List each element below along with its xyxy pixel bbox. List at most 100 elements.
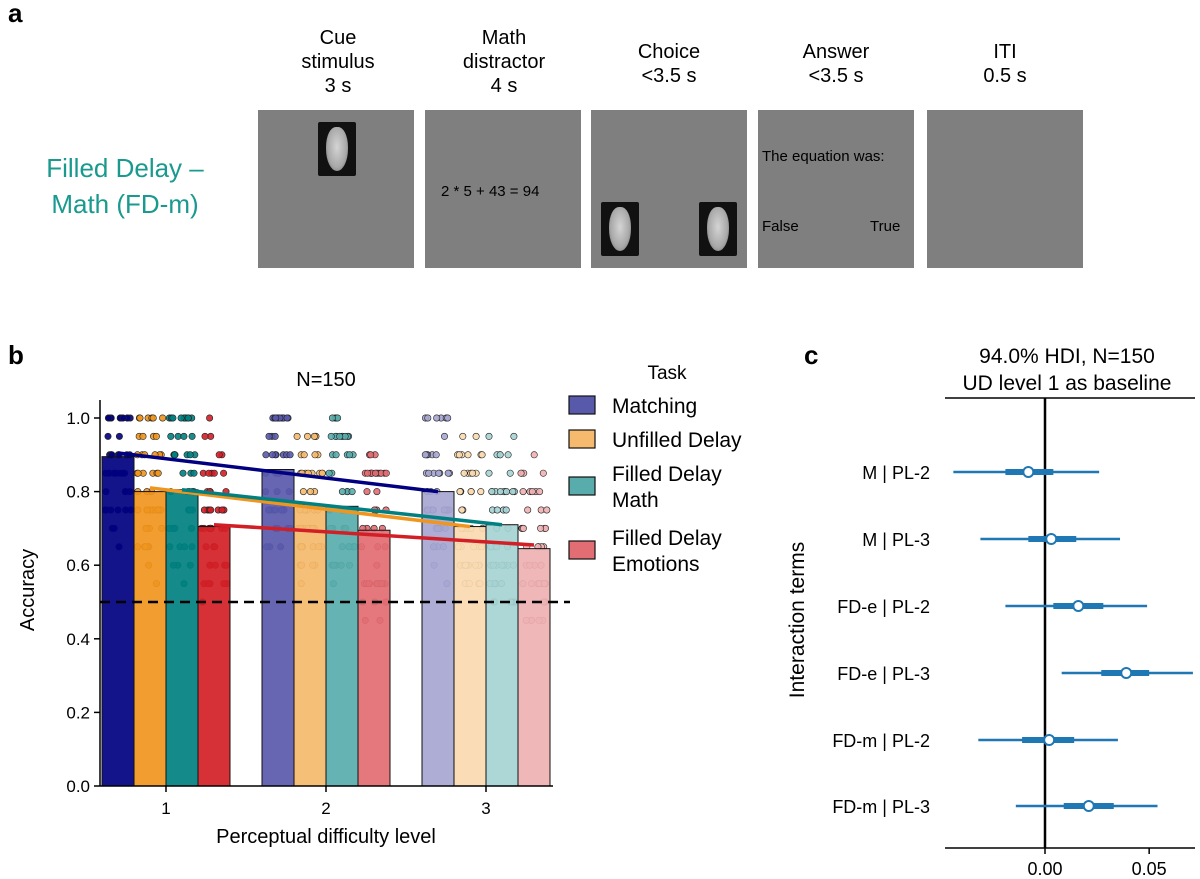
panel-c-title-line1: 94.0% HDI, N=150 [979,345,1155,368]
data-point-unfilled-delay-level-2 [318,469,326,477]
legend-label-filled-delay-math: Math [612,489,659,512]
data-point-filled-delay-emotions-level-1 [201,432,209,440]
data-point-unfilled-delay-level-3 [469,469,477,477]
legend-label-filled-delay-math: Filled Delay [612,463,722,486]
data-point-matching-level-1 [105,414,113,422]
stage-title-iti: ITI 0.5 s [925,40,1085,88]
data-point-filled-delay-emotions-level-3 [528,488,536,496]
stage-cue-line1: Cue [319,27,357,49]
data-point-filled-delay-emotions-level-3 [517,469,525,477]
y-tick-label: 0.6 [66,556,90,575]
data-point-matching-level-3 [421,451,429,459]
data-point-filled-delay-math-level-1 [190,469,198,477]
data-point-unfilled-delay-level-1 [152,432,160,440]
answer-prompt-text: The equation was: [762,148,885,165]
trend-line-unfilled-delay [149,486,471,529]
stage-math-line1: Math [481,27,527,49]
data-point-filled-delay-emotions-level-2 [367,451,375,459]
legend-swatch-filled-delay-math [568,476,596,496]
data-point-matching-level-3 [433,414,441,422]
posterior-mean-marker [1120,667,1133,679]
data-point-matching-level-1 [104,432,112,440]
legend-label-filled-delay-emotions: Emotions [612,553,700,576]
bar-matching-level-1 [101,456,135,787]
data-point-filled-delay-math-level-3 [485,432,493,440]
data-point-filled-delay-emotions-level-3 [537,524,545,532]
bar-unfilled-delay-level-1 [133,491,167,787]
posterior-mean-marker [1043,734,1056,746]
answer-true-option: True [870,218,901,235]
stage-title-answer: Answer <3.5 s [756,40,916,88]
data-point-unfilled-delay-level-2 [306,488,314,496]
data-point-matching-level-2 [265,432,273,440]
x-tick-label: 0.05 [1132,859,1167,879]
data-point-unfilled-delay-level-2 [311,451,319,459]
bar-filled-delay-emotions-level-3 [517,548,551,787]
legend-swatch-matching [568,395,596,415]
x-tick-label: 1 [161,799,170,818]
bar-unfilled-delay-level-2 [293,503,327,787]
data-point-filled-delay-math-level-3 [485,469,493,477]
data-point-unfilled-delay-level-3 [456,488,464,496]
data-point-unfilled-delay-level-3 [467,488,475,496]
data-point-filled-delay-emotions-level-1 [206,414,214,422]
data-point-unfilled-delay-level-1 [159,414,167,422]
data-point-filled-delay-math-level-1 [174,432,182,440]
data-point-unfilled-delay-level-1 [136,414,144,422]
face-stimulus-image [318,122,356,176]
condition-label: Filled Delay – Math (FD-m) [25,150,225,222]
stage-math-line3: 4 s [490,75,518,97]
x-tick-label: 3 [481,799,490,818]
data-point-filled-delay-math-level-3 [488,488,496,496]
bar-filled-delay-math-level-2 [325,505,359,787]
interaction-term-label: M | PL-2 [862,463,930,483]
data-point-matching-level-2 [271,432,279,440]
interaction-term-label: FD-e | PL-2 [837,597,930,617]
data-point-filled-delay-math-level-1 [188,432,196,440]
posterior-mean-marker [1082,800,1095,812]
data-point-unfilled-delay-level-3 [455,451,463,459]
data-point-filled-delay-emotions-level-3 [519,488,527,496]
data-point-unfilled-delay-level-3 [458,506,466,514]
condition-label-line2: Math (FD-m) [51,189,199,219]
y-tick-label: 0.8 [66,483,90,502]
stage-title-cue: Cue stimulus 3 s [258,26,418,98]
x-tick-label: 0.00 [1027,859,1062,879]
data-point-unfilled-delay-level-2 [303,432,311,440]
face-choice-left-image [601,202,639,256]
legend-label-filled-delay-emotions: Filled Delay [612,527,722,550]
data-point-matching-level-3 [444,469,452,477]
data-point-filled-delay-math-level-1 [180,432,188,440]
bar-matching-level-2 [261,469,295,787]
data-point-filled-delay-emotions-level-2 [363,488,371,496]
data-point-filled-delay-math-level-1 [167,432,175,440]
panel-c-ylabel: Interaction terms [786,542,809,698]
data-point-filled-delay-math-level-2 [328,414,336,422]
legend-label-matching: Matching [612,395,697,418]
data-point-filled-delay-math-level-1 [179,469,187,477]
data-point-matching-level-2 [283,414,291,422]
data-point-unfilled-delay-level-3 [472,432,480,440]
legend-swatch-filled-delay-emotions [568,540,596,560]
bar-filled-delay-math-level-3 [485,524,519,787]
legend-swatch-unfilled-delay [568,429,596,449]
stage-iti-line1: ITI [993,41,1017,63]
screen-math-distractor: 2 * 5 + 43 = 94 [425,110,581,268]
panel-b-letter: b [8,340,24,370]
data-point-filled-delay-emotions-level-3 [519,524,527,532]
stage-title-math: Math distractor 4 s [424,26,584,98]
interaction-term-label: FD-m | PL-3 [832,797,930,817]
data-point-matching-level-3 [444,414,452,422]
panel-c-title-line2: UD level 1 as baseline [963,372,1172,395]
data-point-filled-delay-math-level-3 [502,506,510,514]
data-point-filled-delay-math-level-2 [336,432,344,440]
data-point-filled-delay-math-level-2 [325,469,333,477]
data-point-matching-level-2 [286,451,294,459]
bar-matching-level-3 [421,491,455,787]
data-point-unfilled-delay-level-2 [293,432,301,440]
data-point-filled-delay-emotions-level-1 [218,506,226,514]
panel-a-letter: a [8,0,23,28]
data-point-filled-delay-emotions-level-2 [364,469,372,477]
data-point-filled-delay-math-level-3 [504,451,512,459]
stage-choice-line2: <3.5 s [641,65,697,87]
